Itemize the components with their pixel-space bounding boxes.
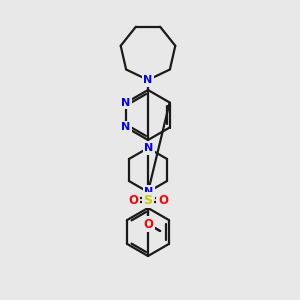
Text: N: N — [121, 122, 130, 133]
Text: S: S — [143, 194, 152, 206]
Text: O: O — [128, 194, 138, 206]
Text: N: N — [143, 75, 153, 85]
Text: O: O — [158, 194, 168, 206]
Text: N: N — [121, 98, 130, 107]
Text: O: O — [143, 218, 153, 230]
Text: N: N — [144, 143, 154, 153]
Text: N: N — [144, 187, 154, 197]
